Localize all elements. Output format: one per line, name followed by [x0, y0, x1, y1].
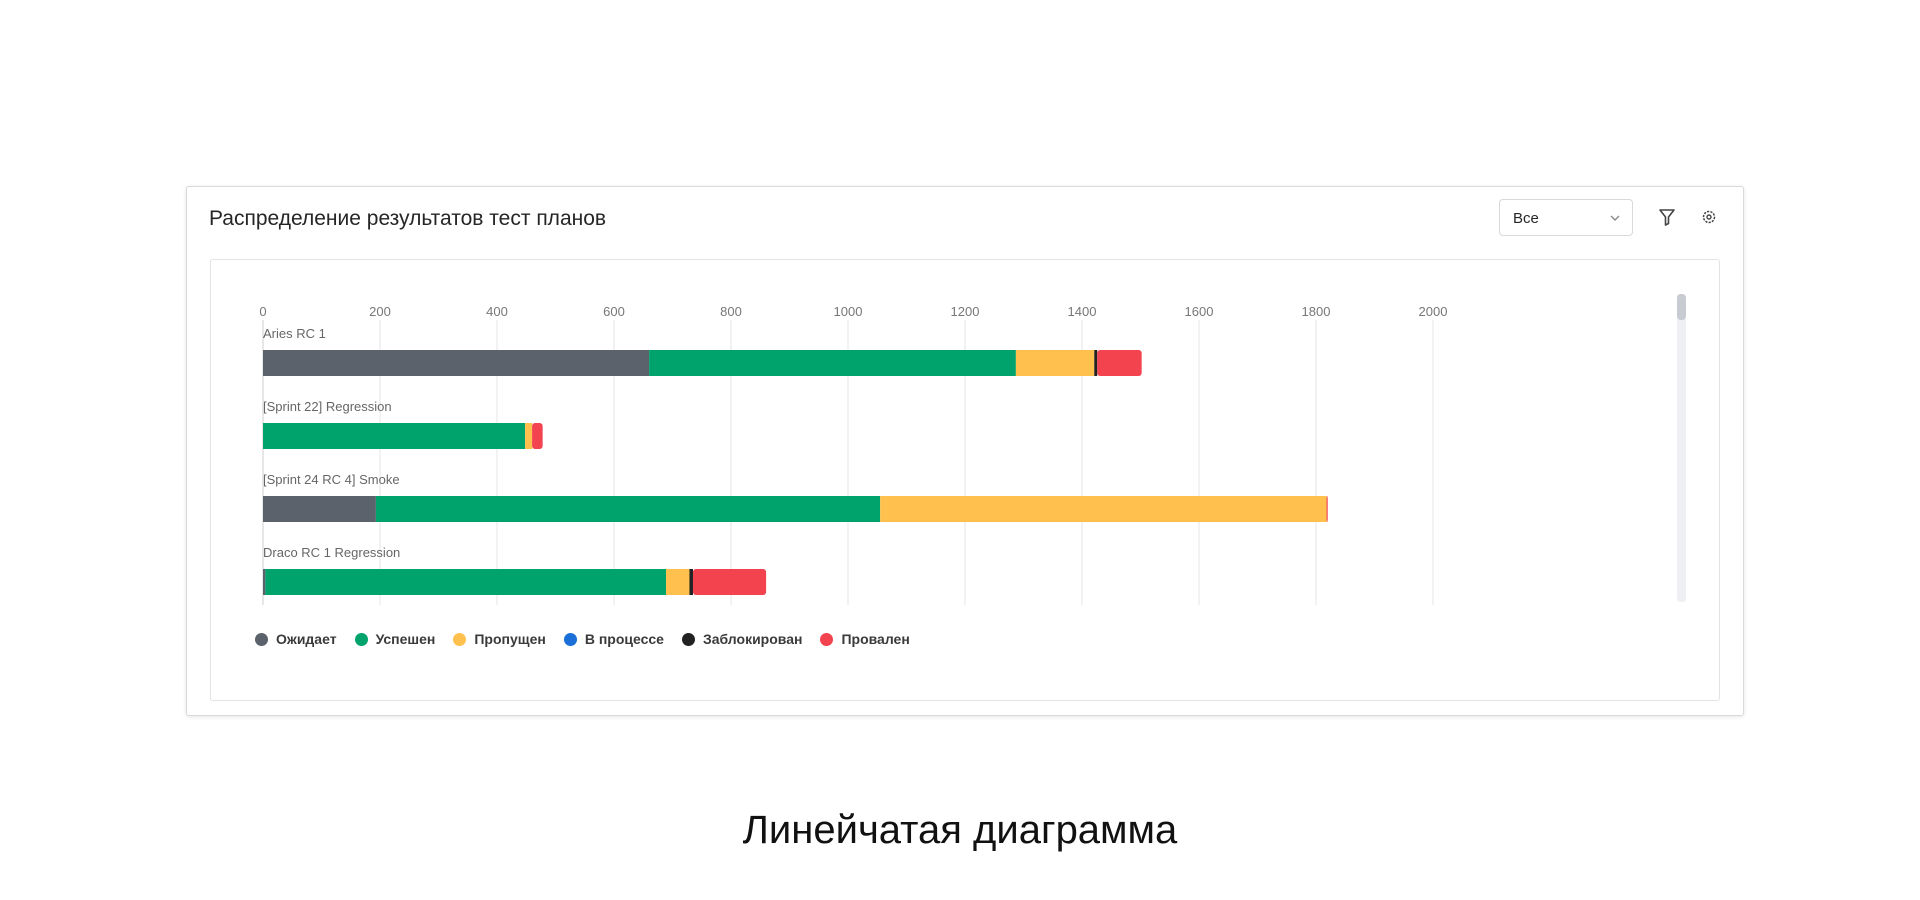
bar-segment	[263, 423, 526, 449]
bar-segment	[689, 569, 693, 595]
filter-select-value: Все	[1513, 210, 1539, 227]
scrollbar-thumb[interactable]	[1677, 294, 1686, 320]
chart-legend: Ожидает Успешен Пропущен В процессе Заблокир…	[255, 631, 928, 647]
x-tick-label: 600	[603, 304, 625, 319]
legend-item[interactable]: Пропущен	[453, 631, 546, 647]
chevron-down-icon	[1610, 215, 1620, 221]
legend-item[interactable]: Успешен	[354, 631, 436, 647]
bar-segment	[375, 496, 881, 522]
widget-title: Распределение результатов тест планов	[209, 207, 607, 230]
legend-dot	[681, 632, 695, 646]
x-tick-label: 2000	[1419, 304, 1448, 319]
legend-label: Ожидает	[276, 631, 337, 647]
x-tick-label: 400	[486, 304, 508, 319]
legend-dot	[453, 632, 467, 646]
chart-scrollbar[interactable]	[1677, 294, 1686, 602]
bar-segment	[263, 350, 650, 376]
legend-item[interactable]: Заблокирован	[681, 631, 803, 647]
bar-segment	[880, 496, 1327, 522]
legend-item[interactable]: Провален	[820, 631, 910, 647]
x-tick-label: 0	[259, 304, 266, 319]
category-label: [Sprint 22] Regression	[263, 399, 392, 414]
legend-dot	[354, 632, 368, 646]
x-tick-label: 1400	[1068, 304, 1097, 319]
legend-label: Пропущен	[474, 631, 546, 647]
filter-button[interactable]	[1652, 202, 1682, 232]
legend-label: В процессе	[584, 631, 664, 647]
x-tick-label: 800	[720, 304, 742, 319]
gear-icon	[1702, 210, 1716, 224]
bar-segment	[1326, 496, 1328, 522]
bar-segment	[692, 569, 767, 595]
bar-segment	[666, 569, 690, 595]
bar-segment	[532, 423, 543, 449]
chart-area: 0 200 400 600 800 1000 1200 1400 1600 1800 2000 Ari…	[210, 259, 1720, 701]
bar-segment	[1094, 350, 1098, 376]
legend-dot	[255, 632, 268, 646]
legend-label: Успешен	[375, 631, 436, 647]
results-distribution-widget: Распределение результатов тест планов Вс…	[186, 186, 1744, 716]
bar-segment	[263, 496, 376, 522]
category-label: [Sprint 24 RC 4] Smoke	[263, 472, 400, 487]
bar-segment	[649, 350, 1016, 376]
x-tick-label: 1600	[1185, 304, 1214, 319]
legend-item[interactable]: Ожидает	[255, 631, 337, 647]
legend-dot	[820, 632, 834, 646]
bar-segment	[1015, 350, 1095, 376]
bar-segment	[263, 569, 266, 595]
legend-label: Заблокирован	[702, 631, 803, 647]
stacked-bar-chart: 0 200 400 600 800 1000 1200 1400 1600 1800 2000 Ari…	[259, 304, 1448, 605]
legend-item[interactable]: В процессе	[563, 631, 664, 647]
bar-segment	[1097, 350, 1142, 376]
filter-icon	[1659, 209, 1675, 226]
x-tick-label: 200	[369, 304, 391, 319]
legend-label: Провален	[841, 631, 910, 647]
category-label: Draco RC 1 Regression	[263, 545, 400, 560]
x-tick-label: 1000	[834, 304, 863, 319]
x-tick-label: 1200	[951, 304, 980, 319]
bar-segment	[525, 423, 533, 449]
category-label: Aries RC 1	[263, 326, 326, 341]
filter-select[interactable]: Все	[1499, 199, 1633, 236]
legend-dot	[563, 632, 577, 646]
bar-segment	[265, 569, 667, 595]
x-tick-label: 1800	[1302, 304, 1331, 319]
settings-button[interactable]	[1694, 202, 1724, 232]
image-caption: Линейчатая диаграмма	[742, 808, 1178, 852]
